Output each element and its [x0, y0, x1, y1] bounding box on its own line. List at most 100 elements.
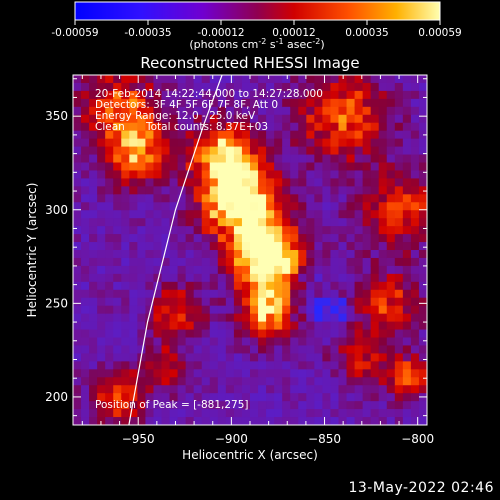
- heatmap-cell: [97, 130, 106, 140]
- heatmap-cell: [169, 234, 179, 243]
- heatmap-cell: [394, 353, 404, 362]
- heatmap-cell: [153, 353, 163, 362]
- heatmap-cell: [185, 178, 195, 187]
- heatmap-cell: [81, 385, 90, 394]
- heatmap-cell: [418, 154, 427, 164]
- heatmap-cell: [217, 178, 227, 187]
- heatmap-cell: [338, 82, 348, 92]
- heatmap-cell: [209, 162, 219, 172]
- heatmap-cell: [161, 321, 171, 331]
- heatmap-cell: [169, 289, 179, 299]
- heatmap-cell: [410, 234, 420, 243]
- heatmap-cell: [89, 377, 98, 386]
- heatmap-cell: [105, 409, 114, 418]
- heatmap-cell: [410, 385, 420, 394]
- heatmap-cell: [362, 345, 372, 354]
- heatmap-cell: [250, 154, 259, 164]
- heatmap-cell: [201, 353, 211, 362]
- heatmap-cell: [386, 337, 396, 347]
- heatmap-cell: [185, 138, 195, 148]
- heatmap-cell: [394, 305, 404, 315]
- heatmap-cell: [193, 257, 203, 267]
- heatmap-cell: [217, 98, 227, 108]
- heatmap-cell: [306, 273, 315, 283]
- heatmap-cell: [217, 202, 227, 211]
- heatmap-cell: [225, 154, 235, 164]
- heatmap-cell: [394, 401, 404, 410]
- heatmap-cell: [266, 162, 275, 172]
- heatmap-cell: [89, 353, 98, 362]
- heatmap-cell: [354, 186, 364, 195]
- heatmap-cell: [233, 345, 243, 354]
- heatmap-cell: [137, 345, 147, 354]
- heatmap-cell: [314, 162, 324, 172]
- heatmap-cell: [362, 114, 372, 124]
- heatmap-cell: [370, 138, 380, 148]
- heatmap-cell: [314, 377, 324, 386]
- heatmap-cell: [185, 345, 195, 354]
- heatmap-cell: [105, 226, 114, 235]
- heatmap-cell: [314, 218, 324, 227]
- heatmap-cell: [386, 218, 396, 227]
- heatmap-cell: [225, 146, 235, 156]
- heatmap-cell: [290, 162, 299, 172]
- heatmap-cell: [105, 297, 114, 307]
- heatmap-cell: [282, 321, 291, 331]
- heatmap-cell: [402, 202, 412, 211]
- heatmap-cell: [169, 170, 179, 179]
- heatmap-cell: [346, 417, 356, 425]
- heatmap-cell: [81, 154, 90, 164]
- heatmap-cell: [370, 130, 380, 140]
- heatmap-cell: [225, 321, 235, 331]
- heatmap-cell: [201, 146, 211, 156]
- heatmap-cell: [73, 162, 82, 172]
- heatmap-cell: [193, 130, 203, 140]
- heatmap-cell: [161, 202, 171, 211]
- heatmap-cell: [201, 417, 211, 425]
- heatmap-cell: [378, 281, 388, 291]
- heatmap-cell: [81, 250, 90, 259]
- heatmap-cell: [298, 273, 307, 283]
- heatmap-cell: [322, 369, 332, 378]
- heatmap-cell: [346, 186, 356, 195]
- heatmap-cell: [266, 90, 275, 100]
- heatmap-cell: [410, 194, 420, 203]
- heatmap-cell: [209, 146, 219, 156]
- heatmap-cell: [121, 114, 130, 124]
- heatmap-cell: [338, 162, 348, 172]
- heatmap-cell: [217, 265, 227, 275]
- heatmap-cell: [145, 417, 155, 425]
- heatmap-cell: [322, 82, 332, 92]
- heatmap-cell: [193, 75, 203, 84]
- heatmap-cell: [233, 297, 243, 307]
- heatmap-cell: [410, 130, 420, 140]
- heatmap-cell: [145, 170, 155, 179]
- heatmap-cell: [185, 329, 195, 339]
- heatmap-cell: [113, 409, 122, 418]
- heatmap-cell: [402, 162, 412, 172]
- heatmap-cell: [137, 297, 147, 307]
- heatmap-cell: [378, 146, 388, 156]
- heatmap-cell: [418, 273, 427, 283]
- heatmap-cell: [97, 218, 106, 227]
- heatmap-cell: [346, 234, 356, 243]
- heatmap-cell: [370, 242, 380, 251]
- heatmap-cell: [177, 75, 187, 84]
- heatmap-cell: [394, 250, 404, 259]
- heatmap-cell: [402, 75, 412, 84]
- heatmap-cell: [241, 138, 251, 148]
- heatmap-cell: [354, 409, 364, 418]
- heatmap-cell: [338, 329, 348, 339]
- heatmap-cell: [81, 273, 90, 283]
- colorbar-tick-label: 0.00059: [418, 27, 461, 39]
- heatmap-cell: [362, 409, 372, 418]
- heatmap-cell: [177, 273, 187, 283]
- heatmap-cell: [209, 218, 219, 227]
- heatmap-cell: [274, 234, 283, 243]
- heatmap-cell: [185, 385, 195, 394]
- heatmap-cell: [258, 329, 267, 339]
- heatmap-cell: [330, 178, 340, 187]
- heatmap-cell: [145, 242, 155, 251]
- heatmap-cell: [314, 98, 324, 108]
- heatmap-cell: [402, 90, 412, 100]
